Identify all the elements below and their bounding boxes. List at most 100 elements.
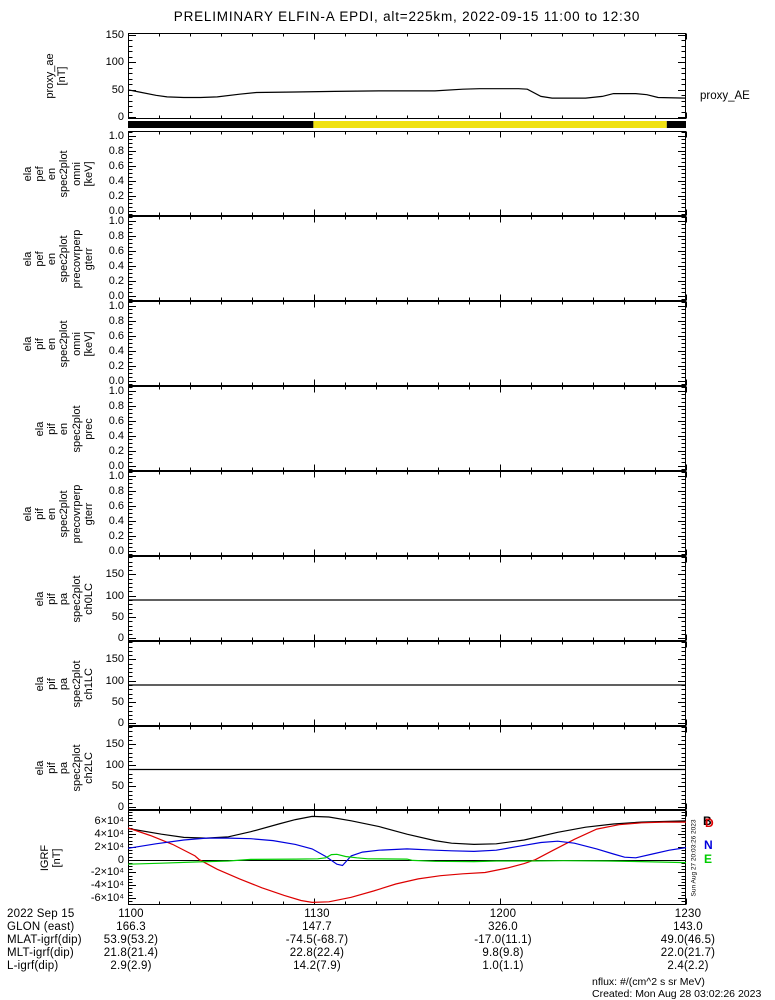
- ela_pif_en_omni-ylabel-line: omni: [70, 331, 83, 356]
- ela_pif_en_precovrperp_gterr-ylabel-line: ela: [21, 506, 34, 521]
- footer-row-label: 2022 Sep 15: [7, 908, 75, 920]
- y-tick-label: 0.6: [108, 159, 124, 172]
- y-tick-label: 0.4: [108, 429, 124, 442]
- y-tick-label: 0.6: [108, 414, 124, 427]
- ela_pef_en_precovrperp_gterr-ylabel-line: gterr: [83, 247, 95, 270]
- footer-cell: 1100: [118, 908, 144, 920]
- ela_pif_pa_ch1LC-ylabel-line: pa: [58, 677, 71, 690]
- y-tick-label: 0.0: [108, 459, 124, 472]
- footer-cell: 1230: [674, 908, 702, 920]
- ela_pef_en_precovrperp_gterr-ylabel-line: precovrperp: [70, 229, 83, 288]
- ela_pef_en_omni-ylabel-line: en: [46, 167, 59, 180]
- y-tick-label: 1.0: [108, 214, 124, 227]
- y-tick-label: 0.8: [108, 399, 124, 412]
- ela_pef_en_omni-ylabel-line: omni: [70, 161, 83, 186]
- y-tick-label: 6×10⁴: [94, 815, 124, 828]
- y-tick-label: 0.8: [108, 229, 124, 242]
- y-tick-label: 100: [105, 759, 124, 772]
- y-tick-label: 150: [105, 653, 124, 666]
- proxy-ae-right-label: proxy_AE: [700, 90, 750, 102]
- y-tick-label: 0.6: [108, 244, 124, 257]
- ela_pef_en_precovrperp_gterr-ylabel-line: pef: [33, 250, 46, 267]
- footer-cell: 1130: [304, 908, 330, 920]
- panel-frame: [128, 556, 686, 641]
- y-tick-label: 0.0: [108, 289, 124, 302]
- ela_pif_en_omni-ylabel-line: pif: [33, 337, 46, 350]
- y-tick-label: 0.2: [108, 444, 124, 457]
- y-tick-label: 50: [111, 611, 124, 624]
- footer-row-label: L-igrf(dip): [7, 960, 59, 972]
- panel-frame: [128, 641, 686, 726]
- y-tick-label: 0.2: [108, 274, 124, 287]
- science-zone-segment: [313, 121, 667, 128]
- y-tick-label: 0.4: [108, 514, 124, 527]
- ela_pif_pa_ch0LC-ylabel-line: ela: [33, 591, 46, 606]
- y-tick-label: 50: [111, 780, 124, 793]
- y-tick-label: -2×10⁴: [90, 866, 124, 879]
- y-tick-label: 100: [105, 589, 124, 602]
- footer-cell: 326.0: [488, 921, 518, 933]
- igrf-series-N: [127, 837, 687, 867]
- y-tick-label: 0: [117, 801, 124, 814]
- ela_pif_en_prec-ylabel-line: prec: [83, 417, 95, 440]
- y-tick-label: 0.4: [108, 344, 124, 357]
- footer-cell: -74.5(-68.7): [285, 934, 349, 946]
- y-tick-label: 0.2: [108, 189, 124, 202]
- y-tick-label: 0: [117, 853, 124, 866]
- footer-cell: 1200: [489, 908, 517, 920]
- created-timestamp: Created: Mon Aug 28 03:02:26 2023: [592, 988, 762, 1000]
- y-tick-label: -4×10⁴: [90, 879, 124, 892]
- igrf-ylabel-line: [nT]: [51, 848, 63, 867]
- y-tick-label: -6×10⁴: [90, 891, 124, 904]
- panel-frame: [128, 471, 686, 556]
- footer-cell: 2.9(2.9): [110, 960, 152, 972]
- ela_pif_pa_ch1LC-ylabel-line: pif: [46, 677, 59, 690]
- ela_pif_pa_ch0LC-ylabel-line: pa: [58, 592, 71, 605]
- y-tick-label: 50: [111, 83, 124, 96]
- ela_pef_en_omni-ylabel-line: pef: [33, 165, 46, 182]
- y-tick-label: 0.8: [108, 314, 124, 327]
- panel-frame: [128, 301, 686, 386]
- footer-cell: 14.2(7.9): [293, 960, 341, 972]
- y-tick-label: 150: [105, 738, 124, 751]
- footer-cell: 2.4(2.2): [667, 960, 709, 972]
- panel-frame: [128, 131, 686, 216]
- footer-cell: 49.0(46.5): [660, 934, 716, 946]
- ela_pif_pa_ch2LC-ylabel-line: ch2LC: [83, 752, 95, 784]
- ela_pif_pa_ch2LC-ylabel-line: spec2plot: [70, 744, 83, 792]
- proxy_ae-ylabel-line: [nT]: [56, 66, 68, 86]
- proxy_ae-series-proxy_AE: [127, 88, 687, 99]
- panel-frame: [128, 726, 686, 810]
- ela_pif_en_omni-ylabel-line: en: [46, 337, 59, 350]
- ela_pef_en_precovrperp_gterr-ylabel-line: en: [46, 252, 59, 265]
- y-tick-label: 1.0: [108, 299, 124, 312]
- footer-cell: 166.3: [116, 921, 146, 933]
- y-tick-label: 1.0: [108, 129, 124, 142]
- science-zone-segment: [666, 121, 686, 128]
- ela_pif_pa_ch1LC-ylabel-line: ch1LC: [83, 667, 95, 700]
- y-tick-label: 100: [105, 674, 124, 687]
- igrf-side-timestamp: Sun Aug 27 20:03:26 2023: [690, 819, 698, 896]
- footer-cell: 53.9(53.2): [103, 934, 159, 946]
- y-tick-label: 0.6: [108, 329, 124, 342]
- ela_pef_en_omni-ylabel-line: spec2plot: [58, 149, 71, 198]
- footer-cell: 22.8(22.4): [289, 947, 345, 959]
- ela_pif_en_precovrperp_gterr-ylabel-line: gterr: [83, 502, 95, 525]
- ela_pif_en_precovrperp_gterr-ylabel-line: spec2plot: [58, 489, 71, 538]
- ela_pif_en_prec-ylabel-line: ela: [33, 421, 46, 436]
- y-tick-label: 150: [105, 28, 124, 41]
- footer-cell: 21.8(21.4): [103, 947, 159, 959]
- ela_pif_en_precovrperp_gterr-ylabel-line: en: [46, 507, 59, 520]
- y-tick-label: 100: [105, 56, 124, 69]
- ela_pif_en_omni-ylabel-line: ela: [21, 336, 34, 351]
- y-tick-label: 0.0: [108, 374, 124, 387]
- y-tick-label: 0: [117, 632, 124, 645]
- y-tick-label: 0: [117, 111, 124, 124]
- ela_pif_en_omni-ylabel-line: spec2plot: [58, 319, 71, 368]
- y-tick-label: 50: [111, 696, 124, 709]
- y-tick-label: 0.8: [108, 144, 124, 157]
- ela_pif_en_prec-ylabel-line: pif: [46, 422, 59, 435]
- ela_pif_en_prec-ylabel-line: spec2plot: [70, 404, 83, 453]
- igrf-legend-B: B: [703, 814, 712, 828]
